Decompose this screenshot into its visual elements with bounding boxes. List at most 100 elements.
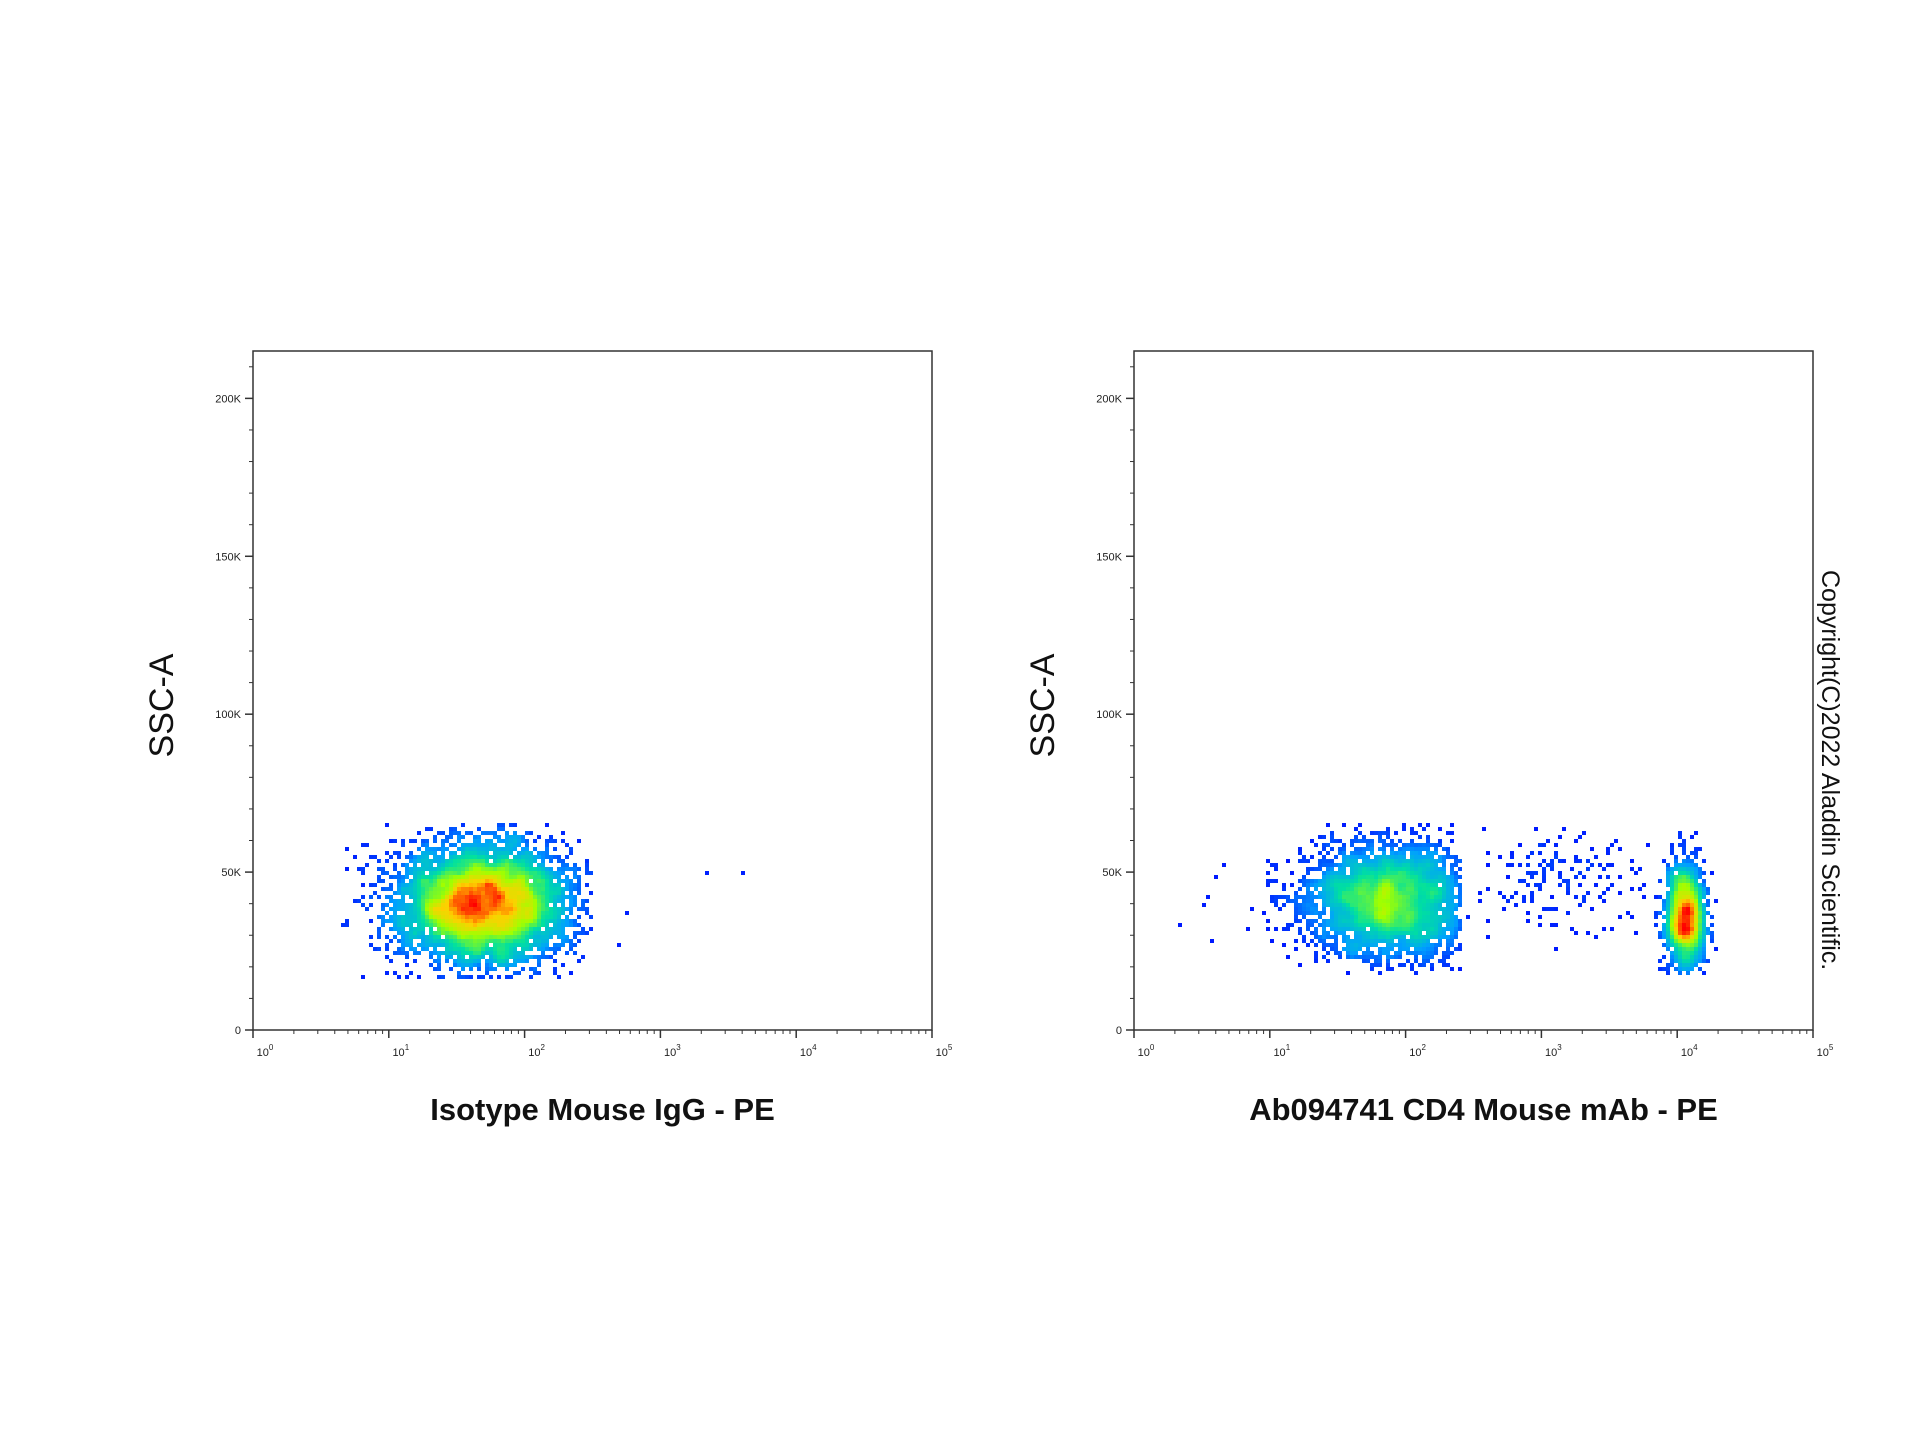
event-dot — [497, 951, 501, 955]
event-dot — [453, 939, 457, 943]
event-dot — [1366, 915, 1370, 919]
event-dot — [457, 903, 461, 907]
event-dot — [1554, 843, 1558, 847]
event-dot — [529, 867, 533, 871]
event-dot — [1666, 939, 1670, 943]
event-dot — [469, 931, 473, 935]
event-dot — [1246, 927, 1250, 931]
event-dot — [1358, 923, 1362, 927]
event-dot — [553, 847, 557, 851]
event-dot — [1398, 867, 1402, 871]
event-dot — [473, 883, 477, 887]
event-dot — [1426, 875, 1430, 879]
event-dot — [401, 943, 405, 947]
event-dot — [1570, 927, 1574, 931]
event-dot — [1666, 883, 1670, 887]
event-dot — [485, 867, 489, 871]
event-dot — [409, 919, 413, 923]
event-dot — [1370, 883, 1374, 887]
event-dot — [1354, 863, 1358, 867]
event-dot — [489, 963, 493, 967]
event-dot — [413, 947, 417, 951]
event-dot — [1342, 871, 1346, 875]
event-dot — [477, 963, 481, 967]
event-dot — [1354, 883, 1358, 887]
event-dot — [1682, 895, 1686, 899]
event-dot — [485, 843, 489, 847]
event-dot — [1694, 911, 1698, 915]
event-dot — [1370, 951, 1374, 955]
event-dot — [485, 875, 489, 879]
event-dot — [553, 971, 557, 975]
event-dot — [557, 907, 561, 911]
event-dot — [1330, 835, 1334, 839]
event-dot — [1362, 923, 1366, 927]
event-dot — [421, 851, 425, 855]
event-dot — [1694, 919, 1698, 923]
event-dot — [533, 895, 537, 899]
event-dot — [477, 911, 481, 915]
event-dot — [517, 955, 521, 959]
event-dot — [489, 911, 493, 915]
event-dot — [537, 863, 541, 867]
event-dot — [377, 867, 381, 871]
event-dot — [1666, 879, 1670, 883]
event-dot — [1574, 855, 1578, 859]
event-dot — [345, 923, 349, 927]
event-dot — [537, 871, 541, 875]
event-dot — [1682, 871, 1686, 875]
event-dot — [465, 879, 469, 883]
event-dot — [1686, 899, 1690, 903]
event-dot — [561, 931, 565, 935]
event-dot — [417, 951, 421, 955]
event-dot — [505, 879, 509, 883]
event-dot — [465, 943, 469, 947]
y-tick-label: 150K — [1096, 551, 1122, 563]
event-dot — [425, 911, 429, 915]
y-tick-label: 200K — [1096, 393, 1122, 405]
event-dot — [1410, 951, 1414, 955]
event-dot — [477, 947, 481, 951]
event-dot — [481, 879, 485, 883]
event-dot — [585, 899, 589, 903]
event-dot — [1354, 931, 1358, 935]
event-dot — [405, 919, 409, 923]
event-dot — [1306, 859, 1310, 863]
event-dot — [1542, 867, 1546, 871]
event-dot — [1410, 859, 1414, 863]
event-dot — [1546, 863, 1550, 867]
event-dot — [477, 871, 481, 875]
event-dot — [1318, 879, 1322, 883]
event-dot — [1322, 847, 1326, 851]
event-dot — [573, 883, 577, 887]
event-dot — [1378, 931, 1382, 935]
y-tick-label: 50K — [221, 867, 241, 879]
event-dot — [585, 931, 589, 935]
event-dot — [369, 935, 373, 939]
event-dot — [1326, 895, 1330, 899]
event-dot — [561, 911, 565, 915]
event-dot — [541, 951, 545, 955]
event-dot — [525, 895, 529, 899]
event-dot — [473, 847, 477, 851]
event-dot — [445, 923, 449, 927]
event-dot — [477, 951, 481, 955]
event-dot — [1694, 891, 1698, 895]
event-dot — [401, 931, 405, 935]
event-dot — [1330, 895, 1334, 899]
event-dot — [1394, 899, 1398, 903]
event-dot — [1418, 907, 1422, 911]
event-dot — [445, 891, 449, 895]
event-dot — [1690, 915, 1694, 919]
event-dot — [477, 839, 481, 843]
event-dot — [469, 831, 473, 835]
event-dot — [1694, 871, 1698, 875]
event-dot — [1366, 875, 1370, 879]
event-dot — [1350, 855, 1354, 859]
event-dot — [561, 879, 565, 883]
event-dot — [449, 879, 453, 883]
event-dot — [1666, 943, 1670, 947]
event-dot — [1686, 963, 1690, 967]
event-dot — [1342, 919, 1346, 923]
event-dot — [1678, 955, 1682, 959]
